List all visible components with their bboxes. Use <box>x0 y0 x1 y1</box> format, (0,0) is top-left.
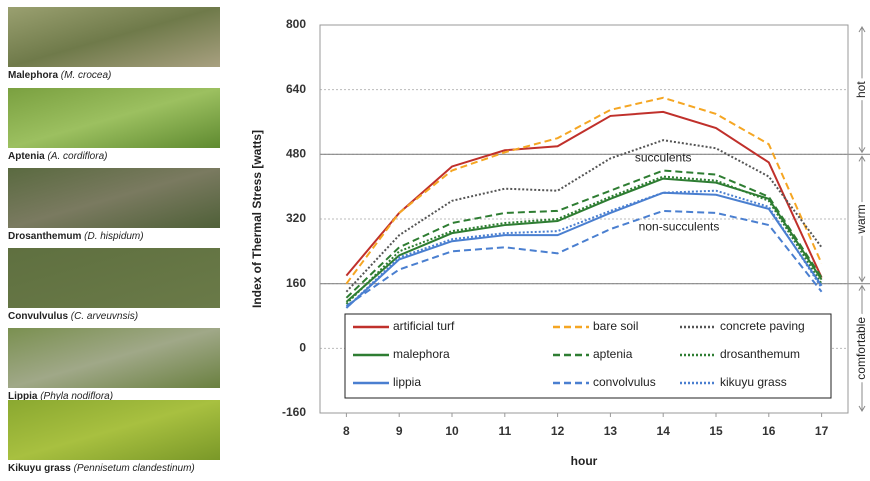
photo-caption: Kikuyu grass (Pennisetum clandestinum) <box>8 463 195 474</box>
photo-panel: Malephora (M. crocea) Aptenia (A. cordifl… <box>8 7 220 474</box>
photo-caption: Drosanthemum (D. hispidum) <box>8 231 144 242</box>
series-line <box>345 96 823 285</box>
legend-label: convolvulus <box>593 375 656 389</box>
series-line <box>345 110 823 279</box>
zone-label: hot <box>854 81 868 98</box>
x-tick-label: 10 <box>445 424 459 438</box>
y-tick-label: 320 <box>286 211 306 225</box>
caption-species: (A. cordiflora) <box>45 151 108 162</box>
caption-name: Malephora <box>8 70 58 81</box>
caption-name: Convulvulus <box>8 311 68 322</box>
photo-caption: Aptenia (A. cordiflora) <box>8 151 107 162</box>
x-tick-label: 15 <box>709 424 723 438</box>
x-tick-label: 17 <box>815 424 829 438</box>
legend-label: concrete paving <box>720 319 805 333</box>
legend-label: malephora <box>393 347 450 361</box>
caption-name: Drosanthemum <box>8 231 81 242</box>
photo <box>8 328 220 388</box>
x-tick-label: 12 <box>551 424 565 438</box>
photo-caption: Convulvulus (C. arveuvnsis) <box>8 311 138 322</box>
photo <box>8 400 220 460</box>
zone-arrow <box>858 284 866 412</box>
caption-name: Kikuyu grass <box>8 463 71 474</box>
caption-name: Lippia <box>8 391 38 402</box>
x-axis-label: hour <box>571 454 598 468</box>
series-line <box>345 189 823 309</box>
legend-label: drosanthemum <box>720 347 800 361</box>
chart: -160 0 160 320 480 640 800 8 9 10 11 12 13 14 15 16 17 In… <box>250 17 870 468</box>
series-line <box>345 169 823 299</box>
y-tick-label: 160 <box>286 276 306 290</box>
caption-species: (C. arveuvnsis) <box>68 311 138 322</box>
legend-label: lippia <box>393 375 421 389</box>
photo <box>8 88 220 148</box>
y-axis-label: Index of Thermal Stress [watts] <box>250 130 264 308</box>
legend-label: bare soil <box>593 319 638 333</box>
legend-label: aptenia <box>593 347 633 361</box>
series-line <box>345 175 823 305</box>
annotation: succulents <box>635 151 692 165</box>
zone-arrow <box>858 26 866 154</box>
y-tick-label: 480 <box>286 147 306 161</box>
y-tick-label: 640 <box>286 82 306 96</box>
x-tick-label: 14 <box>657 424 671 438</box>
photo-caption: Malephora (M. crocea) <box>8 70 111 81</box>
zone-arrow <box>858 155 866 283</box>
x-tick-label: 11 <box>498 424 511 438</box>
photo-caption: Lippia (Phyla nodiflora) <box>8 391 113 402</box>
series-line <box>345 209 823 307</box>
series-line <box>345 139 823 293</box>
caption-species: (Phyla nodiflora) <box>37 391 113 402</box>
x-tick-label: 9 <box>396 424 403 438</box>
photo <box>8 248 220 308</box>
series-line <box>345 191 823 309</box>
legend-label: kikuyu grass <box>720 375 787 389</box>
y-tick-label: -160 <box>282 405 306 419</box>
x-tick-label: 8 <box>343 424 350 438</box>
annotation: non-succulents <box>639 219 720 233</box>
photo <box>8 168 220 228</box>
x-tick-label: 16 <box>762 424 776 438</box>
legend-label: artificial turf <box>393 319 455 333</box>
y-tick-label: 800 <box>286 17 306 31</box>
x-tick-label: 13 <box>604 424 618 438</box>
zone-label: comfortable <box>854 317 868 380</box>
caption-name: Aptenia <box>8 151 45 162</box>
photo <box>8 7 220 67</box>
caption-species: (D. hispidum) <box>81 231 143 242</box>
caption-species: (Pennisetum clandestinum) <box>71 463 195 474</box>
zone-label: warm <box>854 204 868 234</box>
plot-frame <box>319 24 849 414</box>
caption-species: (M. crocea) <box>58 70 111 81</box>
y-tick-label: 0 <box>299 341 306 355</box>
